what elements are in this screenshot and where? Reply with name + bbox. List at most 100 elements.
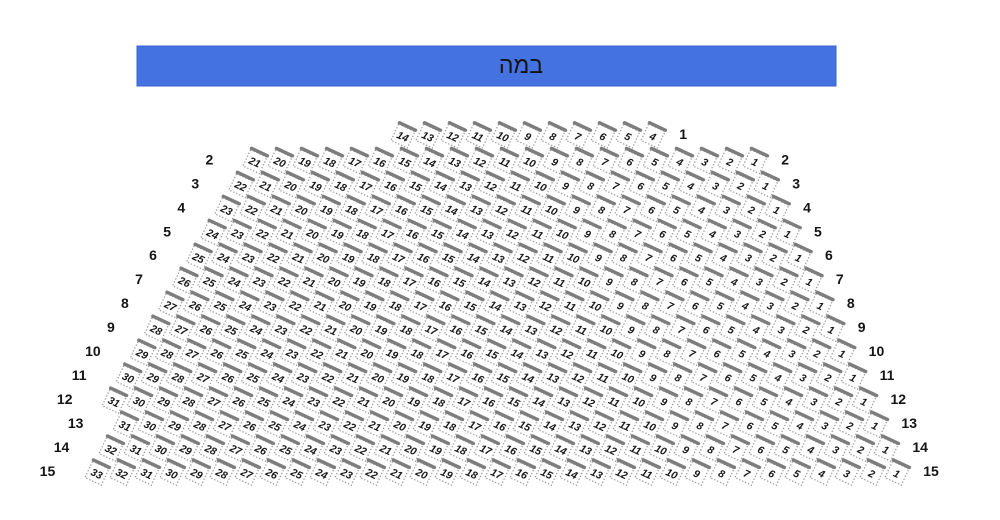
svg-text:17: 17: [358, 179, 375, 195]
svg-text:15: 15: [473, 323, 489, 339]
svg-text:19: 19: [308, 179, 324, 195]
svg-text:17: 17: [379, 227, 396, 243]
svg-text:2: 2: [767, 251, 778, 265]
svg-text:16: 16: [514, 466, 530, 482]
svg-text:9: 9: [549, 156, 560, 169]
svg-text:6: 6: [712, 348, 723, 361]
svg-text:4: 4: [739, 299, 750, 313]
svg-text:7: 7: [610, 180, 621, 194]
svg-text:10: 10: [85, 343, 101, 359]
svg-text:8: 8: [640, 300, 651, 313]
svg-text:2: 2: [811, 347, 822, 361]
svg-text:13: 13: [501, 275, 517, 291]
svg-text:13: 13: [420, 129, 436, 145]
svg-text:31: 31: [128, 442, 144, 458]
svg-text:11: 11: [563, 299, 578, 315]
svg-text:11: 11: [541, 251, 556, 267]
svg-text:8: 8: [684, 396, 695, 409]
svg-text:7: 7: [665, 300, 676, 314]
svg-text:6: 6: [755, 444, 766, 457]
svg-text:3: 3: [743, 252, 754, 265]
svg-text:16: 16: [503, 442, 519, 458]
svg-text:19: 19: [340, 251, 356, 267]
svg-text:9: 9: [604, 276, 615, 289]
svg-text:15: 15: [440, 251, 456, 267]
svg-text:7: 7: [709, 396, 720, 410]
svg-text:8: 8: [121, 295, 129, 311]
svg-text:32: 32: [103, 442, 119, 458]
svg-text:7: 7: [643, 252, 654, 266]
svg-text:12: 12: [515, 251, 531, 267]
svg-text:8: 8: [651, 324, 662, 337]
svg-text:9: 9: [691, 468, 702, 481]
svg-text:19: 19: [417, 418, 433, 434]
svg-text:11: 11: [606, 395, 621, 411]
svg-text:1: 1: [859, 396, 870, 409]
svg-text:7: 7: [698, 372, 709, 386]
svg-text:18: 18: [431, 394, 447, 410]
svg-text:30: 30: [142, 418, 158, 434]
svg-text:13: 13: [534, 347, 550, 363]
svg-text:16: 16: [404, 227, 420, 243]
svg-text:19: 19: [329, 227, 345, 243]
svg-text:33: 33: [89, 466, 105, 482]
svg-text:5: 5: [759, 396, 770, 409]
svg-text:4: 4: [783, 395, 794, 409]
svg-text:5: 5: [769, 420, 780, 433]
svg-text:1: 1: [749, 156, 760, 169]
svg-text:3: 3: [732, 228, 743, 241]
svg-text:13: 13: [523, 323, 539, 339]
svg-text:13: 13: [589, 466, 605, 482]
svg-text:1: 1: [815, 300, 826, 313]
svg-text:3: 3: [191, 175, 199, 191]
svg-text:17: 17: [467, 418, 484, 434]
svg-text:6: 6: [149, 247, 157, 263]
svg-text:18: 18: [365, 251, 381, 267]
svg-text:8: 8: [694, 420, 705, 433]
svg-text:9: 9: [522, 130, 533, 143]
svg-text:2: 2: [723, 156, 734, 170]
svg-text:7: 7: [687, 348, 698, 362]
svg-text:1: 1: [837, 348, 848, 361]
svg-text:1: 1: [760, 180, 771, 193]
svg-text:11: 11: [470, 129, 485, 145]
svg-text:13: 13: [901, 415, 917, 431]
svg-text:13: 13: [567, 418, 583, 434]
svg-text:11: 11: [573, 323, 588, 339]
svg-text:13: 13: [512, 299, 528, 315]
svg-text:4: 4: [772, 371, 783, 385]
svg-text:12: 12: [559, 347, 575, 363]
svg-text:8: 8: [596, 204, 607, 217]
svg-text:4: 4: [761, 347, 772, 361]
svg-text:12: 12: [57, 391, 73, 407]
svg-text:16: 16: [492, 418, 508, 434]
svg-text:12: 12: [494, 203, 510, 219]
svg-text:5: 5: [715, 300, 726, 313]
svg-text:12: 12: [592, 418, 608, 434]
svg-text:17: 17: [423, 323, 440, 339]
svg-text:3: 3: [841, 468, 852, 481]
svg-text:1: 1: [880, 444, 891, 457]
svg-text:3: 3: [830, 444, 841, 457]
svg-text:15: 15: [923, 463, 939, 479]
svg-text:19: 19: [406, 394, 422, 410]
svg-text:17: 17: [347, 155, 364, 171]
svg-text:14: 14: [54, 439, 70, 455]
svg-text:19: 19: [428, 442, 444, 458]
svg-text:9: 9: [571, 204, 582, 217]
svg-text:6: 6: [597, 130, 608, 143]
svg-text:3: 3: [710, 180, 721, 193]
svg-text:14: 14: [487, 299, 503, 315]
svg-text:19: 19: [439, 466, 455, 482]
svg-text:11: 11: [639, 467, 654, 483]
svg-text:15: 15: [451, 275, 467, 291]
svg-text:31: 31: [106, 394, 122, 410]
svg-text:12: 12: [614, 466, 630, 482]
svg-text:13: 13: [578, 442, 594, 458]
svg-text:13: 13: [479, 227, 495, 243]
svg-text:18: 18: [322, 155, 338, 171]
svg-text:32: 32: [114, 466, 130, 482]
svg-text:8: 8: [662, 348, 673, 361]
svg-text:12: 12: [548, 323, 564, 339]
svg-text:19: 19: [373, 323, 389, 339]
